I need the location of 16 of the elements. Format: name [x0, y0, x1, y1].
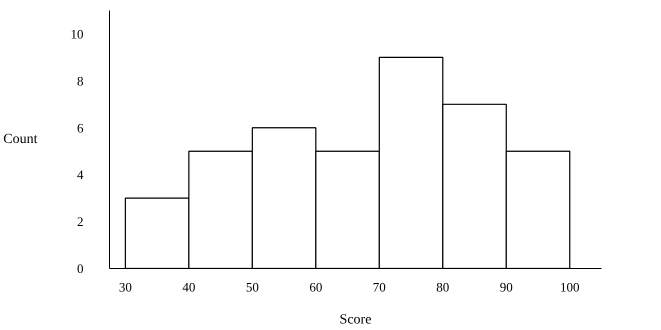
x-tick-label: 50	[246, 280, 259, 294]
x-tick-label: 40	[182, 280, 196, 294]
x-tick-label: 70	[372, 280, 386, 294]
x-tick-label: 30	[118, 280, 132, 294]
y-tick-label: 0	[77, 261, 84, 276]
x-axis-title: Score	[340, 312, 372, 328]
y-tick-label: 10	[70, 26, 84, 42]
x-tick-label: 100	[560, 280, 580, 294]
x-tick-label: 90	[500, 280, 513, 294]
y-tick-label: 2	[77, 214, 84, 230]
y-tick-label: 6	[77, 120, 84, 136]
y-tick-label: 4	[77, 167, 84, 182]
x-tick-label: 60	[309, 280, 322, 294]
y-tick-label: 8	[77, 73, 84, 88]
y-axis-title: Count	[3, 132, 38, 147]
x-tick-label: 80	[436, 280, 450, 294]
